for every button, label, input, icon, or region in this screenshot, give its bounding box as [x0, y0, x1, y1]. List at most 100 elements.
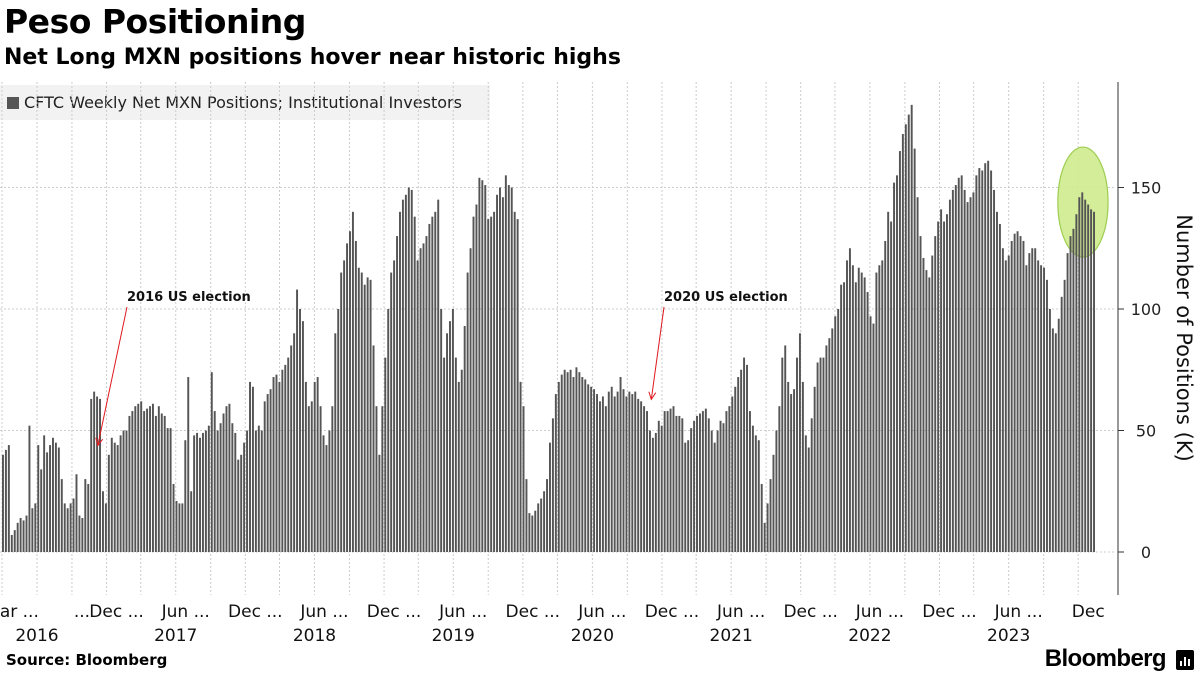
bar — [581, 377, 584, 552]
bar — [722, 423, 725, 552]
bar — [40, 469, 43, 552]
bar — [563, 369, 566, 552]
bar — [866, 291, 869, 552]
bar — [84, 479, 87, 552]
bar — [1040, 265, 1043, 552]
bar — [484, 185, 487, 552]
bar — [863, 277, 866, 552]
bar — [263, 401, 266, 552]
bar — [1075, 214, 1078, 553]
bar — [937, 221, 940, 552]
bar — [740, 369, 743, 552]
bar — [869, 316, 872, 552]
bar — [225, 406, 228, 552]
x-tick-label: Dec ... — [506, 602, 561, 622]
bar — [284, 364, 287, 552]
bar — [822, 357, 825, 552]
bar — [122, 430, 125, 552]
bar — [213, 411, 216, 552]
bar — [387, 309, 390, 552]
x-tick-label: Jun ... — [577, 602, 626, 622]
bar — [381, 406, 384, 552]
bar — [504, 175, 507, 552]
bar — [619, 377, 622, 552]
bar — [440, 309, 443, 552]
bar — [1081, 192, 1084, 553]
bar — [725, 411, 728, 552]
bar — [546, 479, 549, 552]
bar — [513, 211, 516, 553]
bar — [296, 289, 299, 552]
bar — [340, 272, 343, 552]
bar — [1025, 265, 1028, 552]
bar — [78, 515, 81, 552]
bar — [910, 104, 913, 552]
bar — [57, 447, 60, 552]
bar — [154, 415, 157, 552]
x-tick-label: Jun ... — [438, 602, 487, 622]
bar — [834, 316, 837, 552]
bar — [1066, 253, 1069, 553]
bar — [425, 236, 428, 552]
bar — [113, 442, 116, 552]
bar — [316, 377, 319, 552]
bar — [798, 333, 801, 552]
bar — [25, 515, 28, 552]
bar — [369, 279, 372, 552]
bar — [954, 185, 957, 552]
bar — [116, 445, 119, 552]
bar — [984, 163, 987, 552]
bar — [269, 389, 272, 552]
bar — [322, 435, 325, 552]
bar — [219, 423, 222, 552]
bar — [463, 326, 466, 552]
bar — [731, 396, 734, 552]
bar — [907, 114, 910, 552]
bar — [943, 221, 946, 552]
bar — [616, 391, 619, 552]
bar — [428, 223, 431, 552]
bar — [131, 411, 134, 552]
bar — [119, 435, 122, 552]
bar — [1013, 233, 1016, 553]
bar — [1090, 209, 1093, 552]
bar — [549, 442, 551, 552]
bar — [222, 413, 225, 552]
bar — [187, 377, 190, 552]
bar — [648, 430, 651, 552]
bar — [1037, 260, 1040, 552]
bar — [757, 440, 760, 552]
bar — [266, 394, 269, 552]
y-tick-label: 150 — [1131, 179, 1162, 198]
bar — [7, 445, 10, 552]
bar — [81, 517, 84, 552]
bar — [228, 403, 231, 552]
bar — [243, 442, 246, 552]
bar — [31, 508, 34, 552]
bar — [1048, 309, 1051, 552]
bar — [163, 415, 166, 552]
bar — [990, 170, 993, 553]
bar — [746, 364, 748, 552]
bar — [307, 406, 310, 552]
bar — [478, 177, 481, 552]
bar — [351, 211, 354, 553]
bar — [72, 498, 75, 552]
bar — [587, 384, 590, 552]
bar — [872, 323, 875, 552]
bar — [781, 357, 784, 552]
bar — [610, 386, 613, 552]
bar — [919, 236, 922, 552]
annotation-arrow — [97, 306, 128, 446]
bar — [496, 194, 499, 553]
bar — [443, 357, 446, 552]
bar — [596, 394, 598, 552]
x-year-label: 2016 — [15, 626, 58, 646]
bar — [1016, 231, 1019, 553]
bar — [160, 413, 163, 552]
x-year-label: 2023 — [987, 626, 1030, 646]
bar — [493, 211, 496, 553]
bar — [704, 408, 707, 552]
bar — [310, 401, 313, 552]
bar — [590, 386, 593, 552]
